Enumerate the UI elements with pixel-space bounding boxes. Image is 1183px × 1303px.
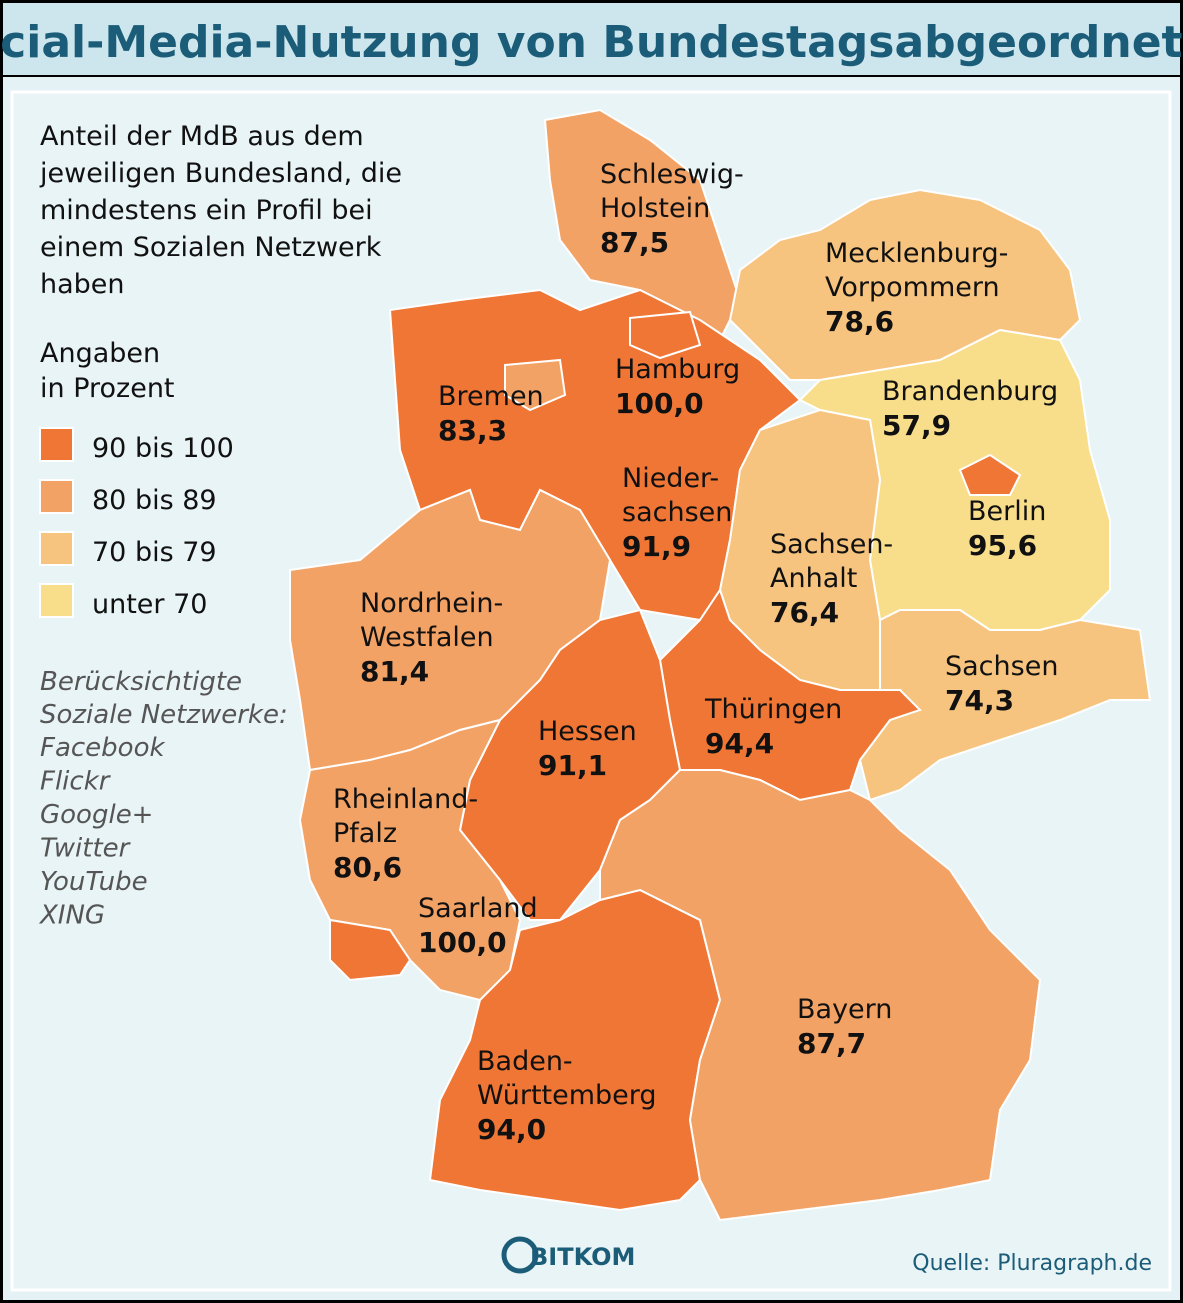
state-value: 94,4: [705, 727, 774, 760]
legend-label: unter 70: [92, 589, 207, 620]
title-bar: [3, 3, 1180, 75]
state-value: 87,5: [600, 226, 669, 259]
description-line: einem Sozialen Netzwerk: [40, 232, 382, 263]
state-value: 94,0: [477, 1113, 546, 1146]
state-value: 100,0: [615, 387, 704, 420]
state-area: [629, 310, 702, 360]
description-line: jeweiligen Bundesland, die: [39, 158, 402, 189]
state-value: 95,6: [968, 529, 1037, 562]
state-name: Rheinland-: [333, 784, 478, 815]
state-value: 76,4: [770, 596, 839, 629]
state-name: Vorpommern: [825, 272, 1000, 303]
legend-label: 80 bis 89: [92, 485, 217, 516]
legend-title: Angaben: [40, 338, 160, 369]
state-name: Hessen: [538, 716, 637, 747]
state-name: Bremen: [438, 381, 544, 412]
state-name: Nieder-: [622, 463, 719, 494]
legend-swatch: [39, 531, 74, 566]
state-name: Hamburg: [615, 354, 740, 385]
state-value: 91,1: [538, 749, 607, 782]
state-value: 57,9: [882, 409, 951, 442]
legend-title: in Prozent: [40, 373, 175, 404]
state-name: Brandenburg: [882, 376, 1058, 407]
state-value: 80,6: [333, 851, 402, 884]
state-name: Berlin: [968, 496, 1046, 527]
state-value: 81,4: [360, 655, 429, 688]
state-name: Bayern: [797, 994, 892, 1025]
network: Google+: [40, 800, 153, 830]
state-value: 100,0: [418, 926, 507, 959]
state-name: Westfalen: [360, 622, 494, 653]
state-name: Württemberg: [477, 1080, 657, 1111]
state-value: 83,3: [438, 414, 507, 447]
title: Social-Media-Nutzung von Bundestagsabgeo…: [0, 17, 1183, 68]
state-area: [599, 769, 1042, 1222]
sidebar: Anteil der MdB aus dem jeweiligen Bundesl…: [38, 121, 402, 931]
legend-label: 70 bis 79: [92, 537, 217, 568]
description-line: Anteil der MdB aus dem: [40, 121, 364, 152]
network: XING: [38, 901, 105, 931]
description-line: mindestens ein Profil bei: [40, 195, 373, 226]
source: Quelle: Pluragraph.de: [912, 1251, 1152, 1276]
logo-mark: [501, 1236, 539, 1274]
state-name: Saarland: [418, 893, 538, 924]
state-name: Sachsen-: [770, 529, 893, 560]
state-name: Sachsen: [945, 651, 1058, 682]
state-name: sachsen: [622, 497, 732, 528]
network: Facebook: [40, 733, 165, 763]
legend-label: 90 bis 100: [92, 433, 234, 464]
state-name: Nordrhein-: [360, 588, 503, 619]
state-value: 91,9: [622, 530, 691, 563]
state-area: [329, 918, 412, 982]
legend-swatch: [39, 583, 74, 618]
state-area: [958, 453, 1022, 496]
networks-title: Berücksichtigte: [40, 667, 242, 697]
state-value: 78,6: [825, 305, 894, 338]
logo: BITKOM: [530, 1243, 635, 1271]
state-area: [728, 188, 1082, 381]
state-name: Pfalz: [333, 818, 397, 849]
state-name: Anhalt: [770, 563, 857, 594]
state-name: Schleswig-: [600, 159, 744, 190]
state-name: Baden-: [477, 1046, 573, 1077]
description-line: haben: [40, 269, 125, 300]
state-name: Holstein: [600, 193, 710, 224]
networks-title: Soziale Netzwerke:: [40, 700, 288, 730]
state-value: 74,3: [945, 684, 1014, 717]
network: YouTube: [40, 867, 148, 897]
network: Flickr: [40, 767, 112, 797]
state-name: Mecklenburg-: [825, 238, 1008, 269]
legend-swatch: [39, 427, 74, 462]
state-area: [504, 358, 567, 412]
state-name: Thüringen: [704, 694, 842, 725]
legend-swatch: [39, 479, 74, 514]
state-area: [298, 718, 522, 1002]
state-value: 87,7: [797, 1027, 866, 1060]
network: Twitter: [40, 834, 132, 864]
